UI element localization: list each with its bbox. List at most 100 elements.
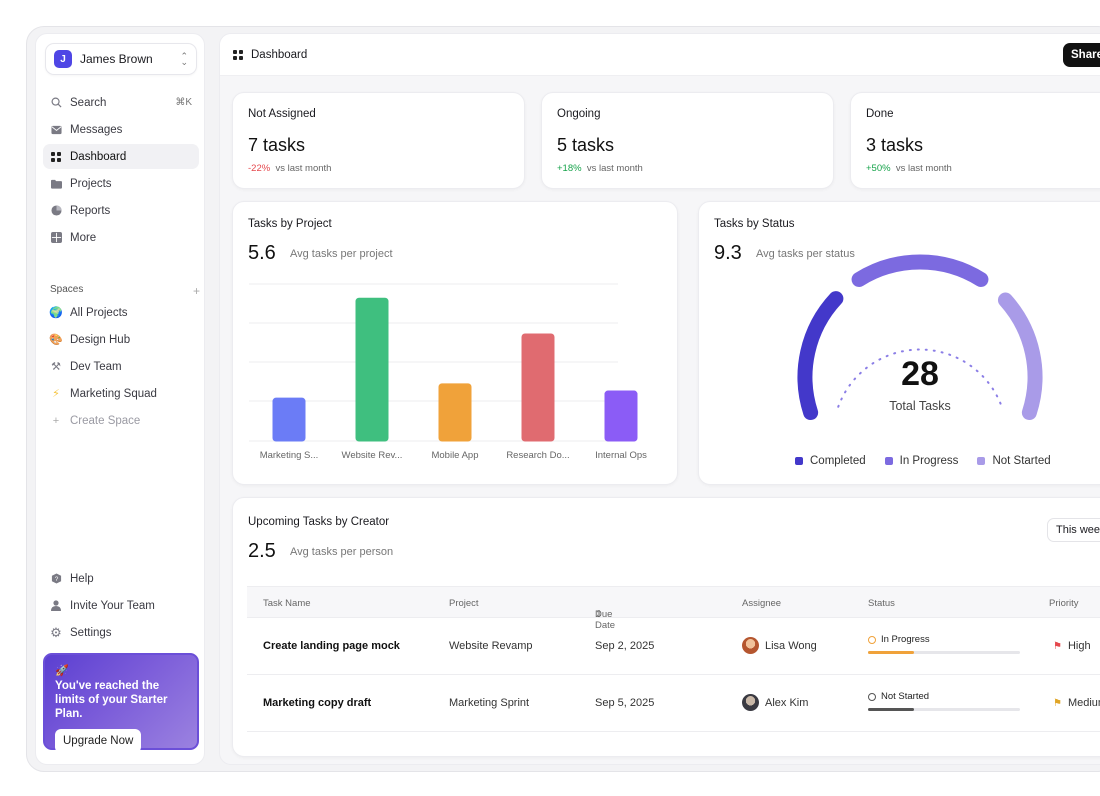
in-progress-icon xyxy=(868,635,876,644)
spaces-header: Spaces + xyxy=(50,284,200,298)
sidebar-item-label: Reports xyxy=(70,204,111,217)
grid-icon xyxy=(233,49,243,60)
stat-card-done: Done 3 tasks +50% vs last month xyxy=(850,92,1100,189)
sidebar-item-label: Dashboard xyxy=(70,150,127,163)
gauge-segment-completed xyxy=(797,291,844,421)
task-name: Marketing copy draft xyxy=(263,697,372,709)
upgrade-now-button[interactable]: Upgrade Now xyxy=(55,729,142,753)
flag-icon: ⚑ xyxy=(1053,641,1062,652)
assignee-avatar xyxy=(742,637,759,654)
sidebar-item-create-space[interactable]: + Create Space xyxy=(43,408,199,433)
main-nav: Search ⌘K Messages Dashboard Projects xyxy=(43,90,199,252)
progress-bar xyxy=(868,651,1020,654)
avg-label: Avg tasks per person xyxy=(290,546,394,558)
legend-item-not-started: Not Started xyxy=(977,455,1051,467)
legend-swatch xyxy=(977,457,986,465)
mail-icon xyxy=(50,124,62,136)
globe-icon: 🌍 xyxy=(49,307,63,319)
sidebar-item-marketing-squad[interactable]: ⚡ Marketing Squad xyxy=(43,381,199,406)
x-tick-label: Website Rev... xyxy=(342,450,403,461)
sidebar-item-dashboard[interactable]: Dashboard xyxy=(43,144,199,169)
column-header-task[interactable]: Task Name xyxy=(263,598,311,609)
sidebar-item-label: Dev Team xyxy=(70,360,122,373)
palette-icon: 🎨 xyxy=(49,334,63,346)
column-header-status[interactable]: Status xyxy=(868,598,895,609)
sidebar-item-messages[interactable]: Messages xyxy=(43,117,199,142)
column-header-assignee[interactable]: Assignee xyxy=(742,598,782,609)
help-icon: ? xyxy=(50,573,62,585)
sidebar-item-label: More xyxy=(70,231,97,244)
avg-value: 5.6 xyxy=(248,242,276,264)
sidebar-item-invite[interactable]: Invite Your Team xyxy=(43,593,199,618)
legend-item-in-progress: In Progress xyxy=(884,455,958,467)
sidebar: J James Brown ⌃ ⌄ Search ⌘K Messages xyxy=(35,33,205,765)
sidebar-item-help[interactable]: ? Help xyxy=(43,566,199,591)
assignee-name: Lisa Wong xyxy=(765,640,817,652)
sidebar-item-design-hub[interactable]: 🎨 Design Hub xyxy=(43,327,199,352)
sidebar-item-more[interactable]: More xyxy=(43,225,199,250)
status-legend: Completed In Progress Not Started xyxy=(795,455,1070,467)
legend-label: Not Started xyxy=(992,455,1051,467)
tasks-by-project-chart: Marketing S... Website Rev... Mobile App Re… xyxy=(249,283,647,461)
stat-card-not-assigned: Not Assigned 7 tasks -22% vs last month xyxy=(232,92,525,189)
progress-fill xyxy=(868,651,914,654)
card-title: Upcoming Tasks by Creator xyxy=(248,516,390,528)
rocket-icon: 🚀 xyxy=(55,665,69,677)
x-tick-label: Internal Ops xyxy=(595,450,647,461)
sidebar-item-dev-team[interactable]: ⚒ Dev Team xyxy=(43,354,199,379)
stat-label: Done xyxy=(866,108,894,120)
sidebar-item-label: Search xyxy=(70,96,107,109)
stat-value: 3 tasks xyxy=(866,135,924,155)
assignee-avatar xyxy=(742,694,759,711)
status-gauge-chart: 28 Total Tasks xyxy=(797,254,1043,421)
column-header-priority[interactable]: Priority xyxy=(1049,598,1079,609)
sort-icon: ⇕ xyxy=(595,609,603,620)
sidebar-item-search[interactable]: Search ⌘K xyxy=(43,90,199,115)
avg-value: 2.5 xyxy=(248,540,276,562)
sidebar-item-label: Design Hub xyxy=(70,333,131,346)
assignee-name: Alex Kim xyxy=(765,697,809,709)
sidebar-item-projects[interactable]: Projects xyxy=(43,171,199,196)
column-header-project[interactable]: Project xyxy=(449,598,479,609)
promo-text: You've reached the limits of your Starte… xyxy=(55,680,168,720)
priority-label: Medium xyxy=(1067,697,1100,709)
sidebar-item-label: Help xyxy=(70,572,94,585)
date-range-select[interactable]: This week xyxy=(1047,518,1100,542)
grid-icon xyxy=(50,151,62,163)
plus-icon: + xyxy=(52,414,60,427)
card-title: Tasks by Project xyxy=(248,218,332,230)
table-row[interactable]: Create landing page mock Website Revamp … xyxy=(247,618,1100,675)
table-row[interactable]: Marketing copy draft Marketing Sprint Se… xyxy=(247,675,1100,732)
legend-swatch xyxy=(795,457,803,465)
x-tick-label: Mobile App xyxy=(431,450,478,461)
sidebar-item-settings[interactable]: ⚙ Settings xyxy=(43,620,199,645)
task-due-date: Sep 5, 2025 xyxy=(595,697,655,709)
tasks-by-project-card: Tasks by Project 5.6 Avg tasks per proje… xyxy=(232,201,678,485)
avg-value: 9.3 xyxy=(714,242,742,264)
legend-swatch xyxy=(884,457,893,465)
search-shortcut: ⌘K xyxy=(175,97,192,108)
task-due-date: Sep 2, 2025 xyxy=(595,640,655,652)
column-header-label: Due Date xyxy=(595,609,616,631)
sidebar-item-label: Settings xyxy=(70,626,112,639)
tasks-by-status-card: Tasks by Status 9.3 Avg tasks per status… xyxy=(698,201,1100,485)
x-tick-label: Marketing S... xyxy=(260,450,319,461)
delta-suffix: vs last month xyxy=(586,163,643,174)
bar-0 xyxy=(272,397,306,442)
share-button[interactable]: Share xyxy=(1063,43,1100,67)
upgrade-promo-card: 🚀 You've reached the limits of your Star… xyxy=(43,653,199,753)
avg-label: Avg tasks per project xyxy=(290,248,393,260)
stat-delta: +18% vs last month xyxy=(557,163,643,174)
sidebar-item-all-projects[interactable]: 🌍 All Projects xyxy=(43,300,199,325)
task-project: Marketing Sprint xyxy=(449,697,530,709)
workspace-user-switcher[interactable]: J James Brown ⌃ ⌄ xyxy=(45,43,197,75)
main-content: Dashboard Share Not Assigned 7 tasks -22… xyxy=(219,33,1100,765)
sidebar-item-reports[interactable]: Reports xyxy=(43,198,199,223)
not-started-icon xyxy=(868,692,876,701)
priority: ⚑ High xyxy=(1053,640,1091,652)
add-space-icon[interactable]: + xyxy=(192,284,200,298)
bar-1 xyxy=(355,297,389,442)
search-icon xyxy=(50,97,62,109)
gauge-segment-not-started xyxy=(997,292,1043,421)
task-name: Create landing page mock xyxy=(263,640,400,652)
